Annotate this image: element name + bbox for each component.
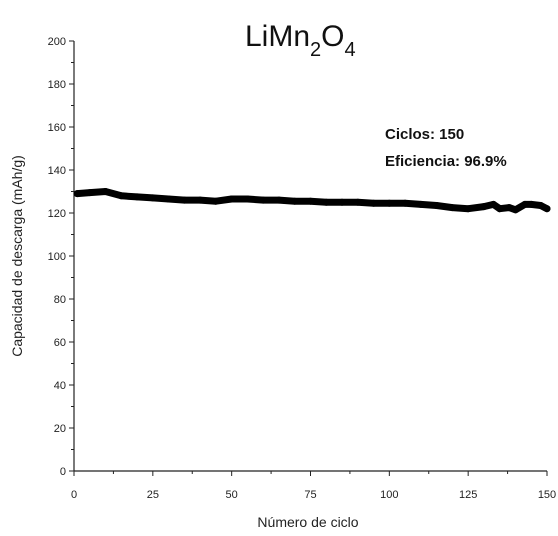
data-point (385, 199, 393, 207)
data-point (527, 200, 535, 208)
data-point (505, 204, 513, 212)
data-point (464, 205, 472, 213)
data-point (291, 197, 299, 205)
chart-title: LiMn2O4 (245, 20, 356, 61)
data-point (228, 195, 236, 203)
data-point (243, 195, 251, 203)
data-point (448, 204, 456, 212)
y-tick-label: 20 (54, 423, 66, 435)
data-point (307, 197, 314, 205)
y-tick-label: 100 (48, 251, 66, 263)
data-point (133, 193, 141, 201)
x-axis-title: Número de ciclo (257, 514, 358, 530)
data-point (275, 196, 283, 204)
data-point (401, 199, 409, 207)
series-layer (73, 188, 551, 214)
data-point (496, 205, 504, 213)
data-point (180, 196, 188, 204)
data-point (196, 196, 204, 204)
x-tick-label: 125 (459, 489, 477, 501)
data-point (543, 205, 551, 213)
y-tick-label: 80 (54, 294, 66, 306)
data-point (212, 197, 220, 205)
annotation-cycles: Ciclos: 150 (385, 126, 464, 143)
data-point (433, 202, 441, 209)
y-tick-label: 180 (48, 79, 66, 91)
annotation-efficiency: Eficiencia: 96.9% (385, 153, 507, 170)
data-point (417, 200, 425, 208)
data-point (354, 198, 362, 206)
y-axis-title: Capacidad de descarga (mAh/g) (9, 155, 25, 357)
y-tick-label: 120 (48, 208, 66, 220)
y-tick-label: 140 (48, 165, 66, 177)
x-tick-label: 0 (71, 489, 77, 501)
data-point (149, 194, 157, 202)
data-point (117, 192, 125, 200)
y-tick-label: 40 (54, 380, 66, 392)
y-tick-label: 0 (60, 466, 66, 478)
x-tick-label: 50 (226, 489, 238, 501)
y-axis-ticks: 0 20 40 60 80 100 120 140 160 180 200 (48, 36, 74, 478)
data-point (102, 188, 109, 195)
x-tick-label: 150 (538, 489, 556, 501)
x-tick-label: 25 (147, 489, 159, 501)
data-point (322, 198, 330, 206)
data-point (86, 189, 94, 197)
y-tick-label: 200 (48, 36, 66, 48)
data-point (537, 202, 545, 209)
x-tick-label: 100 (380, 489, 398, 501)
y-tick-label: 160 (48, 122, 66, 134)
data-point (489, 200, 497, 208)
data-point (338, 198, 346, 206)
data-point (370, 199, 378, 207)
y-tick-label: 60 (54, 337, 66, 349)
data-point (259, 196, 267, 204)
x-axis-ticks: 0 25 50 75 100 125 150 (71, 471, 556, 501)
data-point (521, 200, 529, 208)
data-point (480, 203, 488, 211)
data-point (73, 190, 81, 198)
data-point (512, 206, 519, 214)
x-tick-label: 75 (304, 489, 316, 501)
data-point (165, 195, 173, 203)
